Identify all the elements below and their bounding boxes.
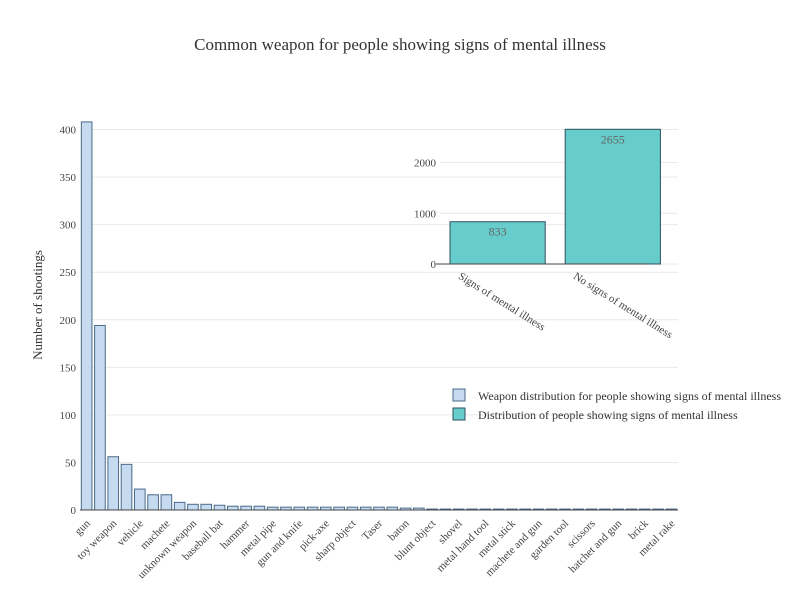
bar: [147, 494, 159, 511]
inset-x-ticks: Signs of mental illness No signs of menta…: [456, 270, 674, 341]
bar: [227, 505, 239, 511]
y-tick-label: 100: [60, 410, 77, 422]
main-bars: [80, 121, 678, 511]
inset-bars: 833 2655: [440, 128, 661, 265]
chart-title: Common weapon for people showing signs o…: [194, 35, 606, 54]
bar: [160, 494, 173, 511]
x-tick-label: Taser: [360, 517, 385, 542]
main-gridlines: [80, 129, 678, 511]
bar: [240, 505, 252, 511]
y-tick-label: 350: [60, 172, 77, 184]
y-axis-title: Number of shootings: [30, 250, 45, 360]
bar: [94, 324, 106, 511]
x-tick-label: gun: [73, 517, 94, 538]
main-y-ticks: 0 50 100 150 200 250 300 350 400: [60, 125, 77, 517]
inset-x-tick-label: No signs of mental illness: [571, 270, 674, 341]
bar: [187, 503, 199, 511]
y-tick-label: 200: [60, 315, 77, 327]
y-tick-label: 400: [60, 125, 77, 137]
inset-zero-tick: [436, 263, 440, 265]
legend-label-weapon: Weapon distribution for people showing s…: [478, 389, 781, 403]
bar: [120, 463, 133, 511]
inset-data-label: 833: [489, 225, 507, 239]
bar: [133, 488, 146, 511]
y-tick-label: 150: [60, 362, 77, 374]
y-tick-label: 300: [60, 220, 77, 232]
y-tick-label: 0: [71, 505, 77, 517]
y-tick-label: 50: [65, 457, 77, 469]
inset-y-ticks: 0 1000 2000: [414, 158, 440, 271]
y-tick-label: 250: [60, 267, 77, 279]
legend-swatch-mental-illness: [452, 407, 466, 421]
inset-y-tick-label: 0: [431, 259, 437, 271]
legend[interactable]: Weapon distribution for people showing s…: [452, 388, 781, 422]
bar: [173, 501, 186, 511]
bar: [200, 503, 213, 511]
inset-y-tick-label: 1000: [414, 208, 437, 220]
legend-swatch-weapon: [452, 388, 466, 402]
inset-data-label: 2655: [601, 132, 625, 146]
inset-x-tick-label: Signs of mental illness: [456, 270, 547, 333]
inset-y-tick-label: 2000: [414, 158, 437, 170]
legend-label-mental-illness: Distribution of people showing signs of …: [478, 408, 738, 422]
inset-bar: [564, 128, 661, 265]
bar: [213, 504, 226, 511]
inset-bar: [449, 221, 546, 265]
bar: [80, 121, 93, 511]
bar: [107, 456, 120, 511]
bar: [253, 505, 266, 511]
